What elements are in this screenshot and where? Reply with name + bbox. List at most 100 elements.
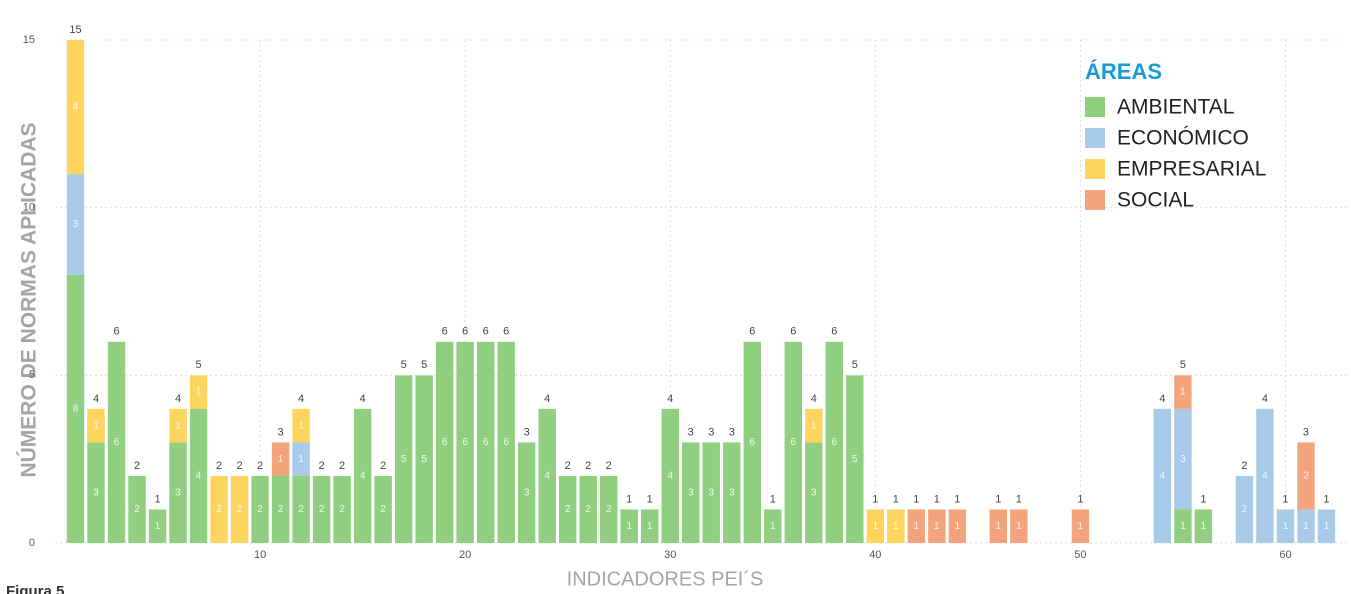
legend-label: EMPRESARIAL	[1117, 158, 1266, 181]
x-tick-label: 50	[1074, 549, 1086, 561]
bar-segment	[271, 442, 290, 476]
bar-segment	[805, 408, 823, 443]
segment-label: 1	[1283, 521, 1289, 532]
segment-label: 1	[934, 521, 940, 532]
total-label: 6	[442, 326, 448, 338]
segment-label: 6	[442, 437, 448, 448]
total-label: 3	[524, 426, 530, 438]
segment-label: 8	[73, 404, 79, 415]
legend-swatch	[1085, 128, 1105, 148]
bar-segment	[107, 341, 126, 543]
segment-label: 3	[175, 487, 181, 498]
total-label: 6	[503, 326, 509, 338]
segment-label: 2	[278, 504, 284, 515]
total-label: 1	[154, 493, 160, 505]
legend-label: AMBIENTAL	[1117, 96, 1234, 119]
bar-segment	[87, 408, 105, 443]
total-label: 6	[483, 326, 489, 338]
total-label: 2	[319, 460, 325, 472]
bar-segment	[394, 375, 413, 543]
segment-label: 1	[626, 521, 632, 532]
bar-segment	[251, 475, 269, 543]
y-tick-label: 5	[29, 369, 35, 381]
bar-segment	[1297, 442, 1315, 510]
segment-label: 3	[729, 487, 735, 498]
segment-label: 3	[811, 487, 817, 498]
bar-segment	[292, 475, 310, 543]
segment-label: 1	[955, 521, 961, 532]
bar-segment	[66, 274, 85, 543]
segment-label: 1	[996, 521, 1002, 532]
segment-label: 2	[216, 504, 222, 515]
bar-segment	[1010, 509, 1028, 543]
segment-label: 4	[1160, 471, 1166, 482]
total-label: 3	[278, 426, 284, 438]
bar-segment	[415, 375, 433, 543]
total-label: 3	[729, 426, 735, 438]
segment-label: 1	[1016, 521, 1022, 532]
total-label: 3	[1303, 426, 1309, 438]
bar-segment	[435, 341, 454, 543]
y-tick-label: 15	[23, 34, 35, 46]
segment-label: 4	[196, 471, 202, 482]
segment-label: 4	[544, 471, 550, 482]
total-label: 1	[934, 493, 940, 505]
bar-segment	[599, 475, 618, 543]
bar-segment	[846, 375, 864, 543]
total-label: 1	[1016, 493, 1022, 505]
x-tick-label: 60	[1279, 549, 1291, 561]
bar-segment	[169, 442, 187, 543]
total-label: 2	[134, 460, 140, 472]
x-axis-label: INDICADORES PEI´S	[567, 568, 764, 590]
bar-segment	[948, 509, 967, 543]
bar-segment	[210, 475, 228, 543]
segment-label: 2	[1303, 471, 1309, 482]
total-label: 6	[113, 326, 119, 338]
segment-label: 1	[1201, 521, 1207, 532]
legend-swatch	[1085, 190, 1105, 210]
total-label: 5	[195, 359, 201, 371]
total-label: 2	[216, 460, 222, 472]
total-label: 4	[1159, 393, 1165, 405]
segment-label: 6	[114, 437, 120, 448]
total-label: 1	[1077, 493, 1083, 505]
x-tick-label: 10	[254, 549, 266, 561]
bar-segment	[989, 509, 1008, 543]
bar-segment	[1317, 509, 1336, 543]
segment-label: 1	[298, 420, 304, 431]
bar-segment	[230, 475, 249, 543]
total-label: 2	[257, 460, 263, 472]
bar-segment	[189, 408, 208, 543]
bar-segment	[866, 509, 885, 543]
legend-title: ÁREAS	[1085, 59, 1162, 84]
bar-segment	[1174, 375, 1192, 409]
bar-segment	[353, 408, 372, 543]
segment-label: 4	[1262, 471, 1268, 482]
bar-segment	[558, 475, 577, 543]
segment-label: 5	[401, 454, 407, 465]
segment-label: 1	[770, 521, 776, 532]
total-label: 5	[401, 359, 407, 371]
segment-label: 2	[257, 504, 263, 515]
bar-segment	[148, 509, 167, 543]
bar-segment	[682, 442, 700, 543]
segment-label: 1	[811, 420, 817, 431]
bar-segment	[928, 509, 946, 543]
total-label: 6	[462, 326, 468, 338]
bar-segment	[169, 408, 187, 443]
bar-segment	[784, 341, 803, 543]
total-label: 1	[1200, 493, 1206, 505]
bar-segment	[476, 341, 495, 543]
total-label: 2	[585, 460, 591, 472]
bar-segment	[333, 475, 351, 543]
segment-label: 4	[360, 471, 366, 482]
total-label: 2	[380, 460, 386, 472]
total-label: 6	[749, 326, 755, 338]
x-tick-label: 30	[664, 549, 676, 561]
segment-label: 6	[462, 437, 468, 448]
segment-label: 3	[1180, 454, 1186, 465]
segment-label: 1	[873, 521, 879, 532]
bar-segment	[1194, 509, 1213, 543]
total-label: 2	[1241, 460, 1247, 472]
legend-label: ECONÓMICO	[1117, 127, 1249, 150]
